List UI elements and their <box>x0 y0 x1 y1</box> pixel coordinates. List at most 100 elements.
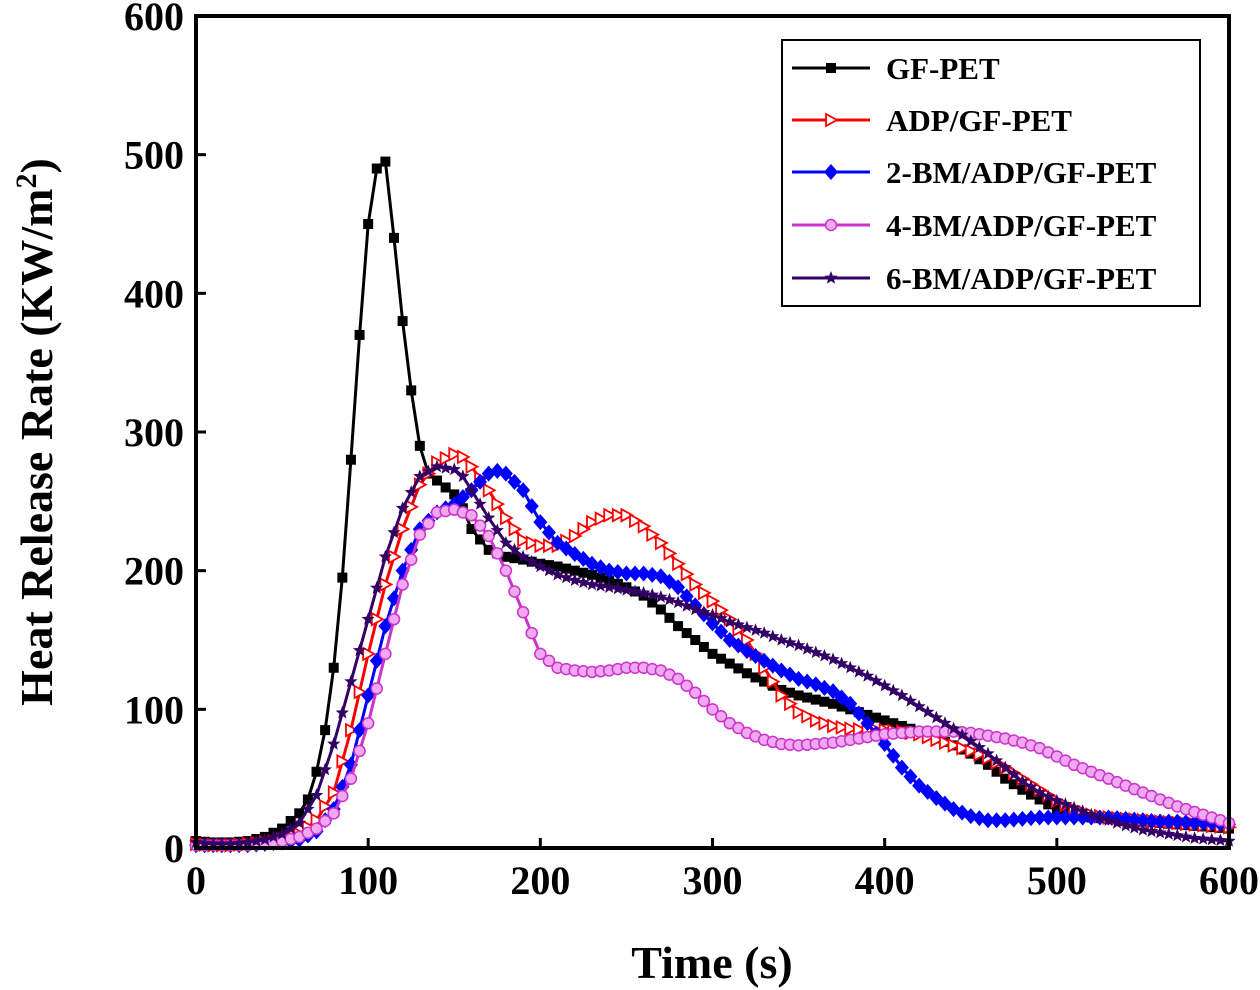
x-tick-label: 500 <box>1027 858 1087 903</box>
data-point <box>1110 816 1124 829</box>
data-point <box>473 497 487 510</box>
data-point <box>619 565 634 582</box>
data-point <box>766 674 781 690</box>
data-point <box>499 564 513 577</box>
data-point <box>920 783 935 800</box>
data-point <box>697 694 711 708</box>
data-point <box>449 489 460 500</box>
data-point <box>370 682 384 695</box>
series-layer <box>189 156 1237 854</box>
data-point <box>397 316 408 327</box>
data-point <box>337 572 348 583</box>
data-point <box>947 737 962 753</box>
data-point <box>888 718 899 729</box>
data-point <box>707 648 718 659</box>
data-point <box>541 524 556 541</box>
data-point <box>723 615 737 628</box>
data-point <box>413 469 427 482</box>
data-point <box>878 678 892 692</box>
data-point <box>972 740 986 754</box>
data-point <box>525 554 539 568</box>
data-point <box>1067 800 1081 814</box>
data-point <box>542 563 556 577</box>
data-point <box>690 635 701 645</box>
data-point <box>301 802 315 815</box>
data-point <box>363 219 374 229</box>
data-point <box>877 736 892 752</box>
data-point <box>731 617 745 631</box>
data-point <box>335 705 349 719</box>
data-point <box>311 766 322 777</box>
y-tick-label: 400 <box>124 271 184 316</box>
data-point <box>387 612 401 626</box>
data-point <box>818 715 833 731</box>
data-point <box>828 698 839 709</box>
data-point <box>378 549 392 563</box>
data-point <box>1144 824 1159 837</box>
data-point <box>543 538 557 554</box>
data-point <box>1178 814 1193 831</box>
data-point <box>1161 813 1176 830</box>
data-point <box>568 573 582 586</box>
data-point <box>284 821 298 835</box>
data-point <box>576 575 590 589</box>
data-point <box>852 664 866 678</box>
data-point <box>302 794 313 805</box>
data-point <box>610 564 625 581</box>
data-point <box>680 566 695 582</box>
data-point <box>413 528 427 541</box>
data-point <box>552 561 563 572</box>
x-tick-label: 0 <box>186 858 206 903</box>
data-point <box>654 535 669 551</box>
data-point <box>611 581 625 595</box>
data-point <box>586 514 600 530</box>
data-point <box>784 696 798 712</box>
x-tick-label: 400 <box>855 858 915 903</box>
data-point <box>473 519 487 532</box>
data-point <box>1213 833 1227 846</box>
data-point <box>483 544 494 555</box>
x-axis-title: Time (s) <box>631 937 792 988</box>
data-point <box>810 694 821 705</box>
data-point <box>851 705 866 722</box>
y-tick-label: 200 <box>124 549 184 594</box>
data-point <box>912 777 927 794</box>
data-point <box>464 483 479 496</box>
data-point <box>689 577 704 593</box>
data-point <box>646 527 661 543</box>
data-point <box>636 565 651 582</box>
data-point <box>826 652 840 666</box>
data-point <box>886 747 901 764</box>
data-point <box>508 585 521 598</box>
data-point <box>802 692 813 703</box>
data-point <box>705 608 720 621</box>
data-point <box>482 482 497 498</box>
data-point <box>1170 828 1184 842</box>
data-point <box>1058 809 1073 826</box>
data-point <box>1119 818 1133 832</box>
data-point <box>568 528 583 544</box>
data-point <box>664 612 675 623</box>
data-point <box>903 768 918 785</box>
legend-marker <box>824 164 838 180</box>
data-point <box>534 647 547 661</box>
data-point <box>974 754 985 765</box>
data-point <box>327 807 340 820</box>
data-point <box>414 440 425 451</box>
data-point <box>533 559 547 573</box>
data-point <box>404 485 418 498</box>
data-point <box>1153 825 1167 839</box>
data-point <box>371 163 382 174</box>
data-point <box>473 473 488 490</box>
data-point <box>1032 809 1047 826</box>
data-point <box>354 329 365 340</box>
data-point <box>336 789 349 803</box>
data-point <box>345 722 359 738</box>
data-point <box>275 827 289 840</box>
data-point <box>645 587 659 601</box>
data-point <box>809 712 824 728</box>
y-tick-label: 300 <box>124 410 184 455</box>
data-point <box>491 547 504 560</box>
data-point <box>706 703 719 716</box>
data-point <box>309 788 324 801</box>
